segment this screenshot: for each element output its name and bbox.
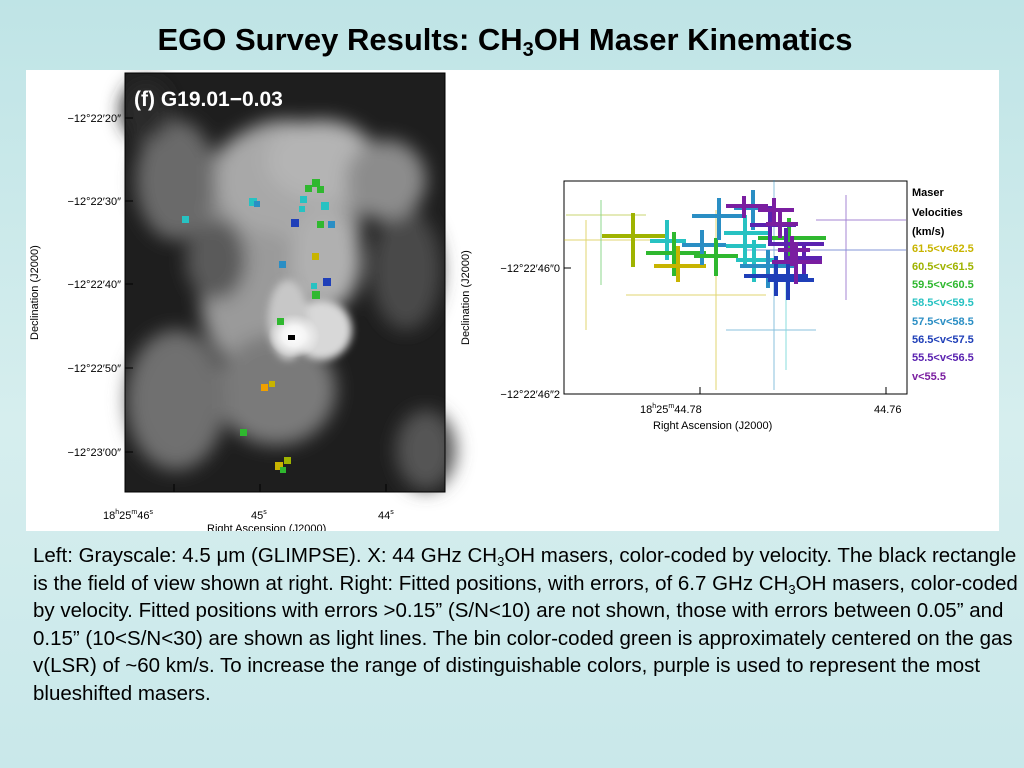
maser-marker bbox=[312, 179, 320, 187]
maser-marker bbox=[284, 457, 291, 464]
maser-marker bbox=[300, 196, 307, 203]
maser-marker bbox=[275, 462, 283, 470]
maser-marker bbox=[321, 202, 329, 210]
legend-title-line: (km/s) bbox=[912, 226, 945, 238]
dec-tick-label: −12°23′00″ bbox=[68, 447, 122, 459]
right-plot: −12°22′46″0 −12°22′46″2 18h25m44.78 44.7… bbox=[460, 180, 974, 432]
figure-svg: (f) G19.01−0.03 bbox=[29, 72, 974, 535]
ra-tick-label-44: 44s bbox=[378, 509, 394, 522]
dec-tick-label: −12°22′20″ bbox=[68, 113, 122, 125]
dec-tick-label: −12°22′30″ bbox=[68, 196, 122, 208]
right-ylabel: Declination (J2000) bbox=[460, 250, 472, 345]
right-dec-tick-label: −12°22′46″0 bbox=[500, 263, 560, 275]
legend-entry: 61.5<v<62.5 bbox=[912, 243, 974, 255]
maser-error-crosses bbox=[602, 190, 826, 300]
maser-marker bbox=[317, 186, 324, 193]
maser-marker bbox=[305, 185, 312, 192]
title-subscript: 3 bbox=[522, 39, 534, 61]
maser-marker bbox=[311, 283, 317, 289]
legend-title-line: Velocities bbox=[912, 207, 963, 219]
legend-entry: 57.5<v<58.5 bbox=[912, 316, 974, 328]
legend-entry: 60.5<v<61.5 bbox=[912, 261, 974, 273]
maser-marker bbox=[299, 206, 305, 212]
ra-tick-label-45: 45s bbox=[251, 509, 267, 522]
maser-marker bbox=[240, 429, 247, 436]
legend-entry: 58.5<v<59.5 bbox=[912, 297, 974, 309]
maser-marker bbox=[261, 384, 268, 391]
maser-marker bbox=[323, 278, 331, 286]
caption-text: OH masers, color-coded by velocity. The … bbox=[33, 544, 1017, 595]
maser-marker bbox=[291, 219, 299, 227]
dec-tick-label: −12°22′50″ bbox=[68, 363, 122, 375]
maser-marker bbox=[317, 221, 324, 228]
caption-subscript: 3 bbox=[788, 581, 796, 597]
caption-text: Left: Grayscale: 4.5 bbox=[33, 544, 217, 567]
maser-marker bbox=[312, 253, 319, 260]
slide-title: EGO Survey Results: CH3OH Maser Kinemati… bbox=[0, 22, 1010, 62]
maser-marker bbox=[280, 467, 286, 473]
velocity-legend: Maser Velocities (km/s) 61.5<v<62.5 60.5… bbox=[912, 187, 974, 383]
mu-symbol: μ bbox=[216, 544, 229, 567]
legend-entry: 59.5<v<60.5 bbox=[912, 279, 974, 291]
legend-title-line: Maser bbox=[912, 187, 945, 199]
caption-text: m (GLIMPSE). X: 44 GHz CH bbox=[228, 544, 498, 567]
maser-marker bbox=[182, 216, 189, 223]
maser-marker bbox=[254, 201, 260, 207]
right-ra-tick-label-main: 18h25m44.78 bbox=[640, 403, 702, 416]
legend-entry: 56.5<v<57.5 bbox=[912, 334, 974, 346]
title-text-a: EGO Survey Results: CH bbox=[157, 22, 523, 57]
figure-panel: (f) G19.01−0.03 bbox=[26, 70, 999, 535]
maser-marker bbox=[249, 198, 257, 206]
maser-marker bbox=[269, 381, 275, 387]
legend-entry: v<55.5 bbox=[912, 371, 946, 383]
figure-caption: Left: Grayscale: 4.5 μm (GLIMPSE). X: 44… bbox=[33, 542, 1018, 708]
right-xlabel: Right Ascension (J2000) bbox=[653, 420, 772, 432]
maser-marker bbox=[312, 291, 320, 299]
maser-marker bbox=[328, 221, 335, 228]
diffuse-emission bbox=[121, 80, 456, 490]
caption-subscript: 3 bbox=[497, 554, 505, 569]
ra-tick-label-main: 18h25m46s bbox=[103, 509, 154, 522]
maser-marker bbox=[277, 318, 284, 325]
right-dec-tick-label: −12°22′46″2 bbox=[500, 389, 560, 401]
dec-tick-label: −12°22′40″ bbox=[68, 279, 122, 291]
left-ylabel: Declination (J2000) bbox=[29, 245, 41, 340]
legend-entry: 55.5<v<56.5 bbox=[912, 352, 974, 364]
maser-markers-44ghz bbox=[182, 179, 335, 473]
panel-label: (f) G19.01−0.03 bbox=[134, 88, 283, 111]
caption-text: OH masers, color-coded by velocity. Fitt… bbox=[33, 571, 1018, 705]
maser-marker bbox=[279, 261, 286, 268]
field-of-view-rectangle bbox=[288, 335, 295, 340]
left-xlabel: Right Ascension (J2000) bbox=[207, 523, 326, 531]
plot-frame bbox=[563, 180, 908, 395]
right-ra-tick-label-right: 44.76 bbox=[874, 404, 902, 416]
left-image: (f) G19.01−0.03 bbox=[29, 72, 456, 535]
title-text-b: OH Maser Kinematics bbox=[533, 22, 853, 57]
